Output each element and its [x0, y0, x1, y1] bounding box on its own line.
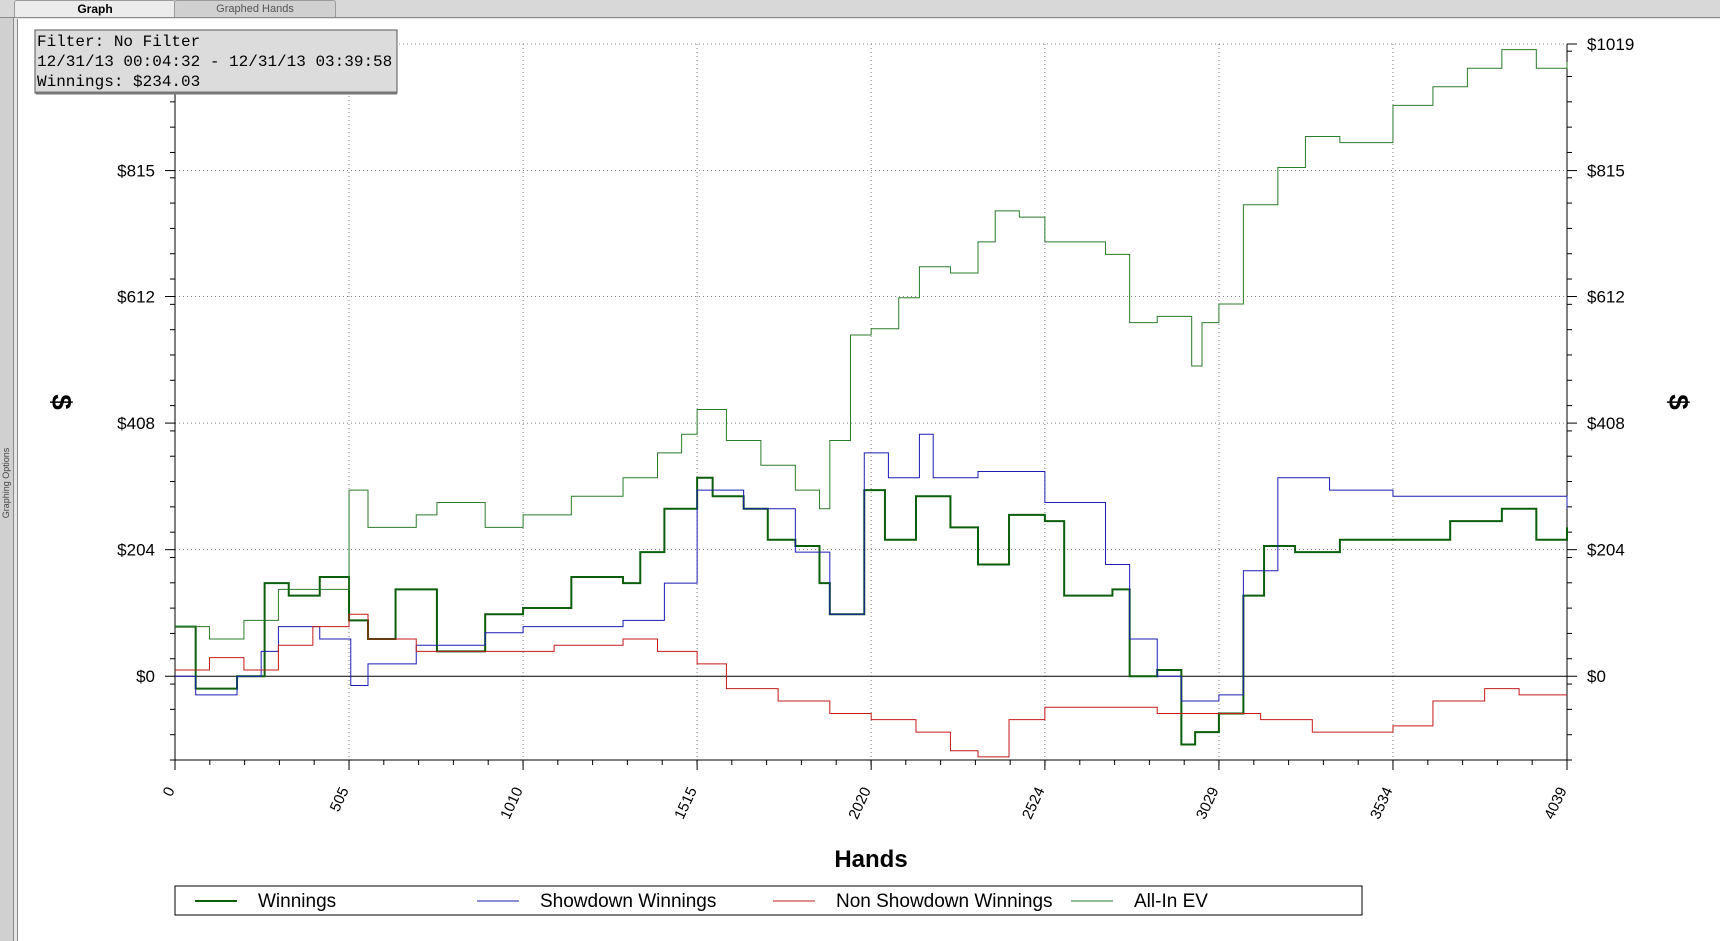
series-line-1 [175, 433, 1568, 702]
x-tick-label: 2524 [1019, 785, 1049, 822]
graphing-options-side-tab[interactable]: Graphing Options [0, 18, 14, 941]
x-tick-label: 0 [160, 785, 179, 800]
x-tick-label: 3029 [1193, 785, 1223, 822]
y-tick-label-right: $612 [1587, 288, 1625, 307]
y-tick-label-left: $612 [117, 288, 155, 307]
y-tick-label-right: $204 [1587, 541, 1625, 560]
info-winnings: Winnings: $234.03 [37, 73, 200, 91]
legend-label: All-In EV [1134, 891, 1208, 912]
y-tick-label-right: $815 [1587, 162, 1625, 181]
y-axis-title-right: $ [1663, 394, 1694, 410]
legend-label: Winnings [258, 891, 336, 912]
x-axis-title: Hands [834, 846, 907, 873]
y-axis-title-left: $ [46, 394, 77, 410]
tab-graph[interactable]: Graph [14, 0, 176, 17]
y-tick-label-left: $408 [117, 414, 155, 433]
y-tick-label-left: $815 [117, 162, 155, 181]
series-line-2 [175, 613, 1567, 758]
x-tick-label: 3534 [1367, 785, 1397, 822]
x-tick-label: 2020 [845, 785, 875, 822]
y-tick-label-left: $204 [117, 541, 155, 560]
legend-box [174, 885, 1363, 916]
tab-bar: Graph Graphed Hands [0, 0, 1720, 18]
info-date-range: 12/31/13 00:04:32 - 12/31/13 03:39:58 [37, 53, 392, 71]
x-tick-label: 1515 [671, 785, 701, 822]
x-tick-label: 505 [327, 785, 353, 815]
tab-graphed-hands[interactable]: Graphed Hands [174, 0, 336, 17]
info-filter: Filter: No Filter [37, 33, 200, 51]
y-tick-label-left: $0 [136, 667, 155, 686]
x-tick-label: 1010 [497, 785, 527, 822]
y-tick-label-right: $0 [1587, 667, 1606, 686]
legend-label: Showdown Winnings [540, 891, 716, 912]
y-tick-label-right: $408 [1587, 414, 1625, 433]
series-line-3 [175, 49, 1568, 640]
y-tick-label-right: $1019 [1587, 35, 1634, 54]
x-tick-label: 4039 [1541, 785, 1571, 822]
legend-label: Non Showdown Winnings [836, 891, 1053, 912]
